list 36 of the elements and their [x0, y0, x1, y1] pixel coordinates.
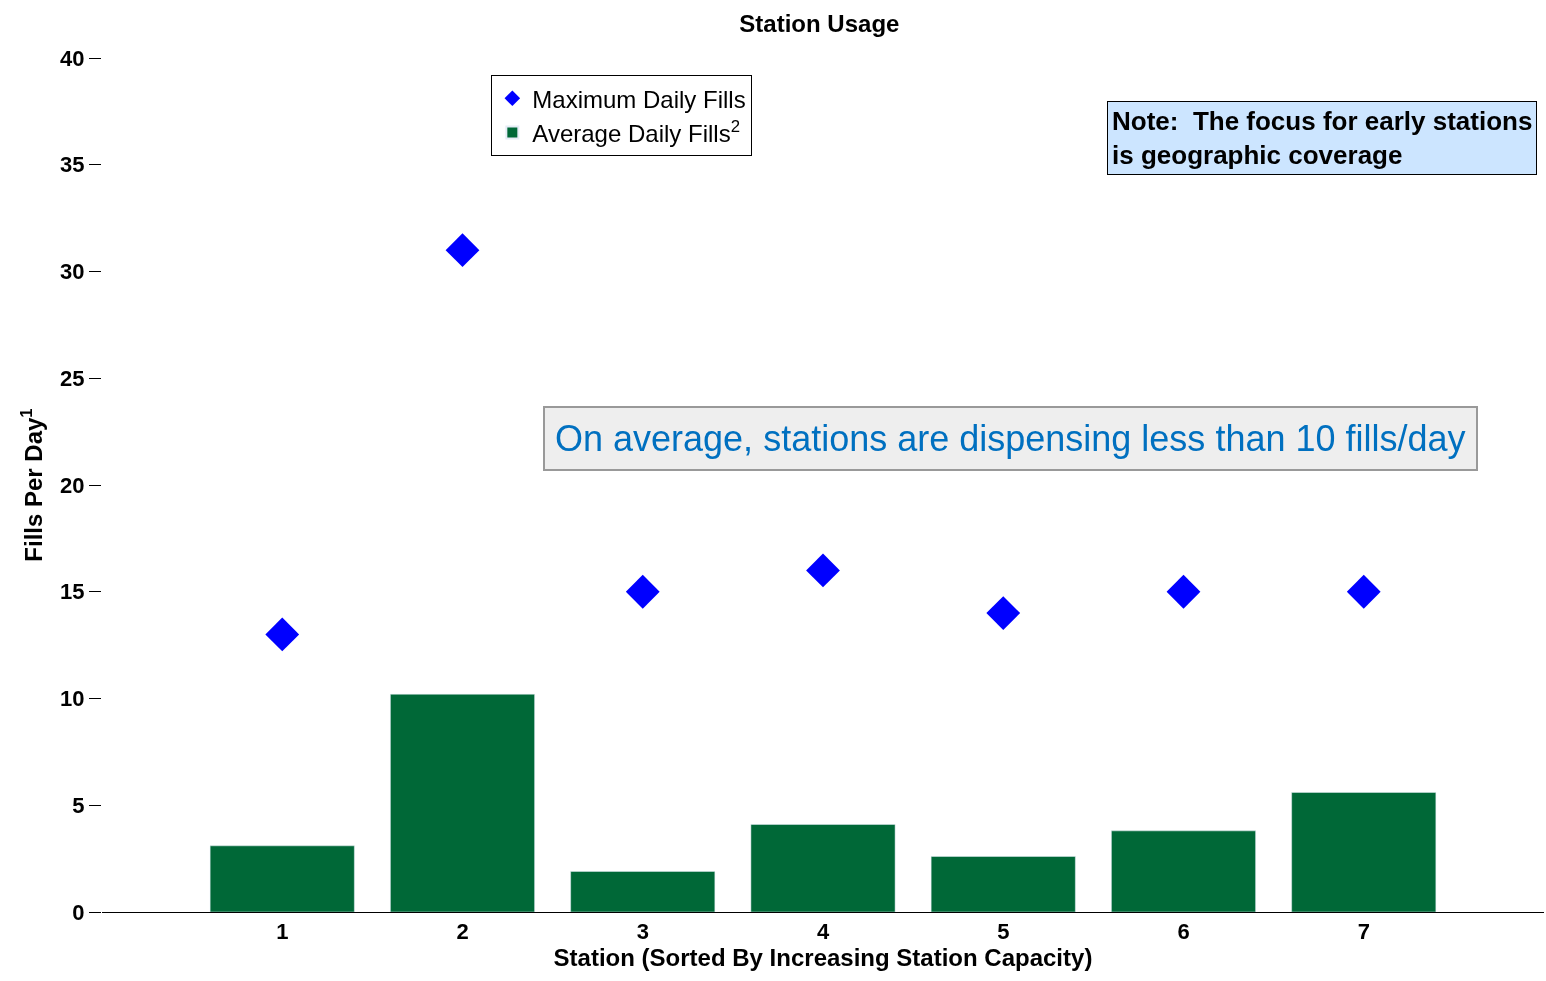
y-tick-label: 35 — [60, 152, 85, 178]
bar — [1111, 830, 1256, 912]
point — [1166, 574, 1201, 609]
point — [806, 553, 840, 588]
point — [1346, 574, 1381, 609]
y-tick-label: 5 — [72, 792, 85, 818]
point — [625, 574, 660, 609]
legend-label: Average Daily Fills$^{2}$ — [532, 116, 740, 147]
x-tick-label: 2 — [456, 919, 469, 945]
bar — [750, 824, 896, 912]
bar — [390, 693, 535, 912]
annotation: On average, stations are dispensing less than 10 fills/day — [555, 418, 1466, 459]
y-tick-label: 25 — [60, 365, 85, 391]
y-tick-label: 10 — [60, 686, 85, 712]
x-tick-label: 1 — [276, 919, 289, 945]
x-tick-label: 4 — [816, 919, 830, 945]
y-tick-label: 40 — [60, 45, 85, 71]
x-tick-label: 3 — [636, 919, 649, 945]
x-tick-label: 7 — [1357, 919, 1370, 945]
y-tick-label: 20 — [60, 472, 85, 498]
bar — [570, 871, 716, 912]
point — [265, 617, 300, 652]
x-tick-label: 5 — [997, 919, 1010, 945]
x-axis-title: Station (Sorted By Increasing Station Capacity) — [553, 944, 1093, 972]
y-tick-label: 15 — [60, 579, 85, 605]
y-tick-label: 30 — [60, 259, 85, 285]
bar — [1291, 792, 1437, 912]
point — [986, 596, 1021, 630]
point — [445, 233, 480, 268]
bar — [209, 845, 355, 912]
legend-label: Maximum Daily Fills — [532, 85, 746, 113]
y-tick-label: 0 — [72, 899, 85, 925]
chart-title: Station Usage — [739, 9, 900, 37]
bar — [930, 856, 1076, 912]
annotation: Note: The focus for early stations is geographic coverage — [1112, 106, 1533, 170]
x-tick-label: 6 — [1177, 919, 1190, 945]
